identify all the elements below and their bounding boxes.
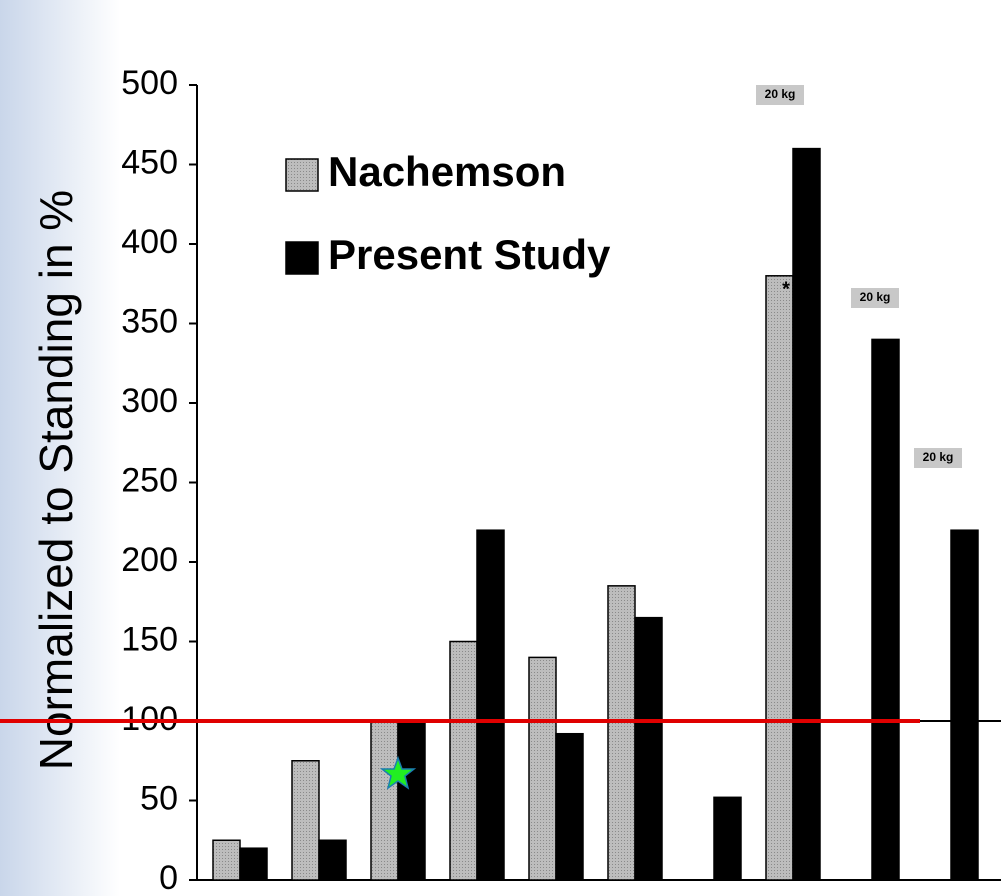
bar	[528, 656, 557, 881]
weight-box	[756, 85, 804, 105]
bar	[291, 760, 320, 881]
y-axis-label: Normalized to Standing in %	[30, 190, 82, 770]
bar	[370, 720, 399, 881]
weight-box	[851, 288, 899, 308]
bar	[449, 640, 478, 881]
y-tick-label: 100	[121, 700, 178, 738]
bar	[634, 616, 663, 881]
annotation: 20 kg	[860, 290, 891, 304]
bar	[765, 275, 794, 881]
legend-swatch	[285, 241, 319, 275]
bar	[397, 720, 426, 881]
y-tick-label: 350	[121, 302, 178, 340]
y-tick-label: 50	[140, 779, 178, 817]
bar	[476, 529, 505, 881]
y-tick-label: 0	[159, 859, 178, 896]
y-tick-label: 500	[121, 64, 178, 102]
star-marker	[379, 755, 417, 790]
bar	[239, 847, 268, 881]
y-tick-label: 400	[121, 223, 178, 261]
annotation: 20 kg	[765, 87, 796, 101]
legend: Nachemson Present Study	[285, 148, 611, 278]
legend-swatch	[285, 158, 319, 192]
y-tick-label: 450	[121, 143, 178, 181]
bar	[950, 529, 979, 881]
bar	[318, 839, 347, 881]
y-tick-label: 250	[121, 461, 178, 499]
y-tick-label: 300	[121, 382, 178, 420]
legend-label: Present Study	[328, 231, 611, 278]
legend-label: Nachemson	[328, 148, 566, 195]
bar	[607, 585, 636, 881]
bar	[713, 796, 742, 881]
weight-box	[914, 448, 962, 468]
bar	[212, 839, 241, 881]
y-tick-label: 150	[121, 620, 178, 658]
annotation: 20 kg	[923, 450, 954, 464]
bar	[792, 147, 821, 881]
annotation: *	[782, 278, 790, 300]
bar	[871, 338, 900, 881]
bar	[555, 732, 584, 881]
y-tick-label: 200	[121, 541, 178, 579]
